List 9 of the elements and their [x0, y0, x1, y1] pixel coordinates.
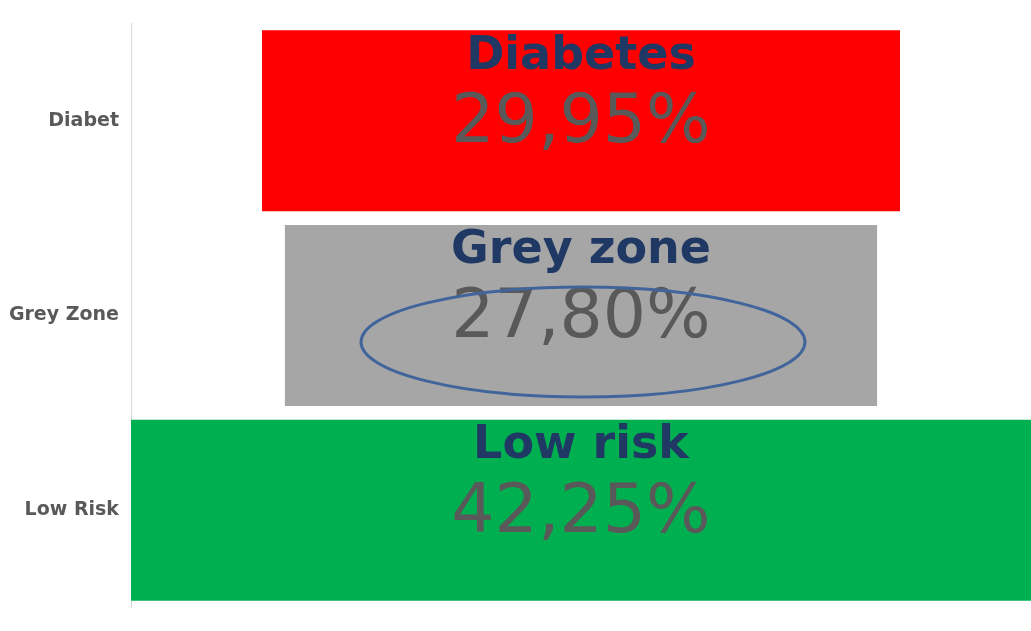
data-label: 27,80%: [451, 274, 711, 354]
category-label: Diabet: [48, 107, 119, 130]
category-label: Low Risk: [24, 497, 120, 520]
text: Diabetes: [466, 25, 696, 80]
text: Low risk: [473, 415, 691, 470]
category-label: Grey Zone: [8, 302, 119, 325]
text: Grey zone: [451, 220, 711, 275]
data-label: 42,25%: [451, 468, 711, 548]
data-label: 29,95%: [451, 79, 711, 159]
